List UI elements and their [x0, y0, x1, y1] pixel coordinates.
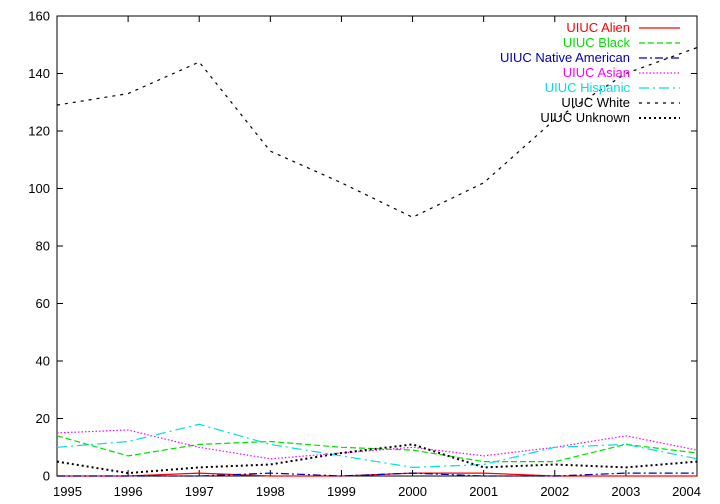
- y-tick-label: 100: [28, 181, 50, 196]
- y-tick-label: 80: [36, 239, 50, 254]
- y-axis: 0 20 40 60 80 100 120 140 160: [28, 9, 697, 484]
- series-line-uiuc-hispanic: [56, 423, 698, 469]
- series-line-uiuc-black: [56, 435, 698, 463]
- x-tick-label: 2000: [398, 484, 427, 499]
- x-axis: 1995 1996 1997 1998 1999 2000 2001 2002 2003 2004: [53, 16, 701, 499]
- x-tick-label: 1997: [185, 484, 214, 499]
- x-tick-label: 2002: [540, 484, 569, 499]
- x-tick-label: 2003: [611, 484, 640, 499]
- x-tick-label: 2001: [469, 484, 498, 499]
- y-tick-label: 60: [36, 296, 50, 311]
- legend-label: UIUC Black: [563, 35, 631, 50]
- y-tick-label: 160: [28, 9, 50, 24]
- legend-label: UIUC Native American: [500, 50, 630, 65]
- series-lines: [56, 47, 698, 477]
- legend-label: UIUC White: [561, 95, 630, 110]
- x-tick-label: 1996: [114, 484, 143, 499]
- legend-label: UIUC Unknown: [540, 110, 630, 125]
- x-tick-label: 1995: [53, 484, 82, 499]
- legend-label: UIUC Alien: [566, 20, 630, 35]
- series-line-uiuc-native-american: [57, 472, 697, 477]
- y-tick-label: 40: [36, 354, 50, 369]
- y-tick-label: 120: [28, 124, 50, 139]
- x-tick-label: 1999: [327, 484, 356, 499]
- x-tick-label: 1998: [256, 484, 285, 499]
- y-tick-label: 140: [28, 66, 50, 81]
- legend-label: UIUC Hispanic: [545, 80, 631, 95]
- x-tick-label: 2004: [672, 484, 701, 499]
- legend-label: UIUC Asian: [563, 65, 630, 80]
- y-tick-label: 20: [36, 411, 50, 426]
- series-line-uiuc-asian: [56, 429, 698, 460]
- y-tick-label: 0: [43, 469, 50, 484]
